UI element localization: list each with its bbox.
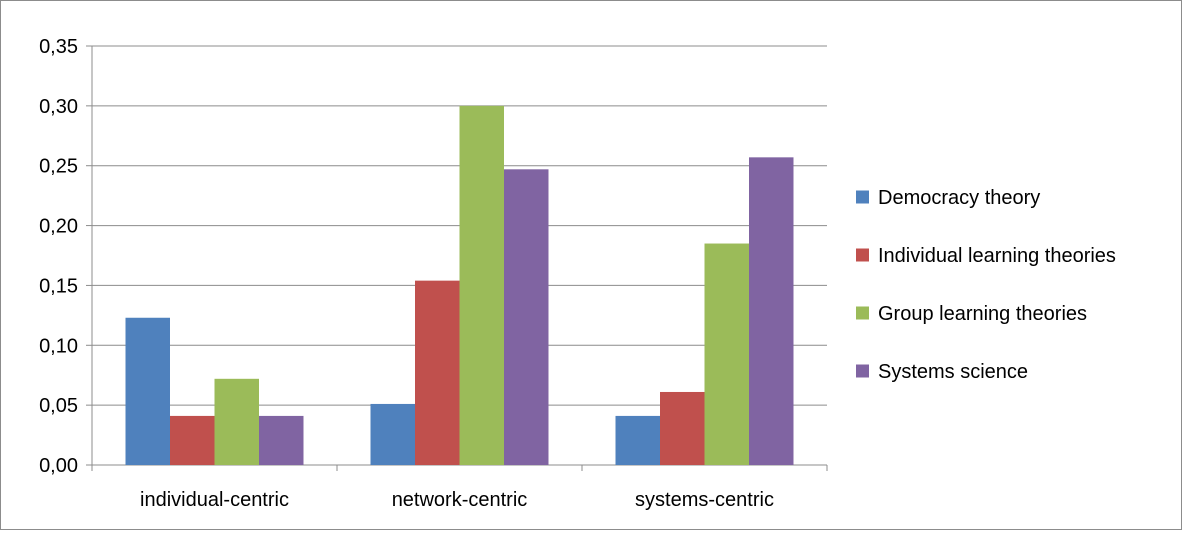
y-tick-label: 0,25 bbox=[39, 156, 78, 178]
y-axis-tick-labels: 0,00 0,05 0,10 0,15 0,20 0,25 0,30 0,35 bbox=[39, 36, 78, 477]
bar-individual-learning-theories-network-centric bbox=[415, 280, 460, 465]
bar-systems-science-network-centric bbox=[504, 169, 549, 465]
legend-swatch bbox=[856, 306, 869, 320]
legend-label: Individual learning theories bbox=[878, 245, 1116, 267]
legend-swatch bbox=[856, 364, 869, 378]
legend-swatch bbox=[856, 248, 869, 262]
bar-systems-science-systems-centric bbox=[749, 157, 794, 465]
y-tick-label: 0,05 bbox=[39, 395, 78, 417]
x-category-label: systems-centric bbox=[635, 489, 774, 511]
bar-democracy-theory-network-centric bbox=[370, 403, 415, 465]
y-tick-label: 0,15 bbox=[39, 275, 78, 297]
legend: Democracy theory Individual learning theo… bbox=[856, 187, 1116, 383]
legend-label: Group learning theories bbox=[878, 303, 1087, 325]
y-tick-label: 0,30 bbox=[39, 96, 78, 118]
bar-democracy-theory-systems-centric bbox=[615, 415, 660, 465]
y-tick-label: 0,35 bbox=[39, 36, 78, 58]
y-tick-label: 0,10 bbox=[39, 335, 78, 357]
bar-systems-science-individual-centric bbox=[259, 415, 304, 465]
y-tick-label: 0,00 bbox=[39, 455, 78, 477]
bars bbox=[125, 105, 794, 465]
x-category-label: network-centric bbox=[392, 489, 528, 511]
legend-label: Systems science bbox=[878, 361, 1028, 383]
legend-swatch bbox=[856, 190, 869, 204]
bar-democracy-theory-individual-centric bbox=[125, 317, 170, 465]
bar-group-learning-theories-systems-centric bbox=[704, 243, 749, 465]
x-axis-category-labels: individual-centric network-centric systems… bbox=[140, 489, 774, 511]
bar-group-learning-theories-network-centric bbox=[459, 105, 504, 465]
bar-individual-learning-theories-systems-centric bbox=[660, 391, 705, 465]
bar-group-learning-theories-individual-centric bbox=[214, 378, 259, 465]
x-category-label: individual-centric bbox=[140, 489, 289, 511]
y-tick-label: 0,20 bbox=[39, 216, 78, 238]
bar-individual-learning-theories-individual-centric bbox=[170, 415, 215, 465]
legend-label: Democracy theory bbox=[878, 187, 1040, 209]
